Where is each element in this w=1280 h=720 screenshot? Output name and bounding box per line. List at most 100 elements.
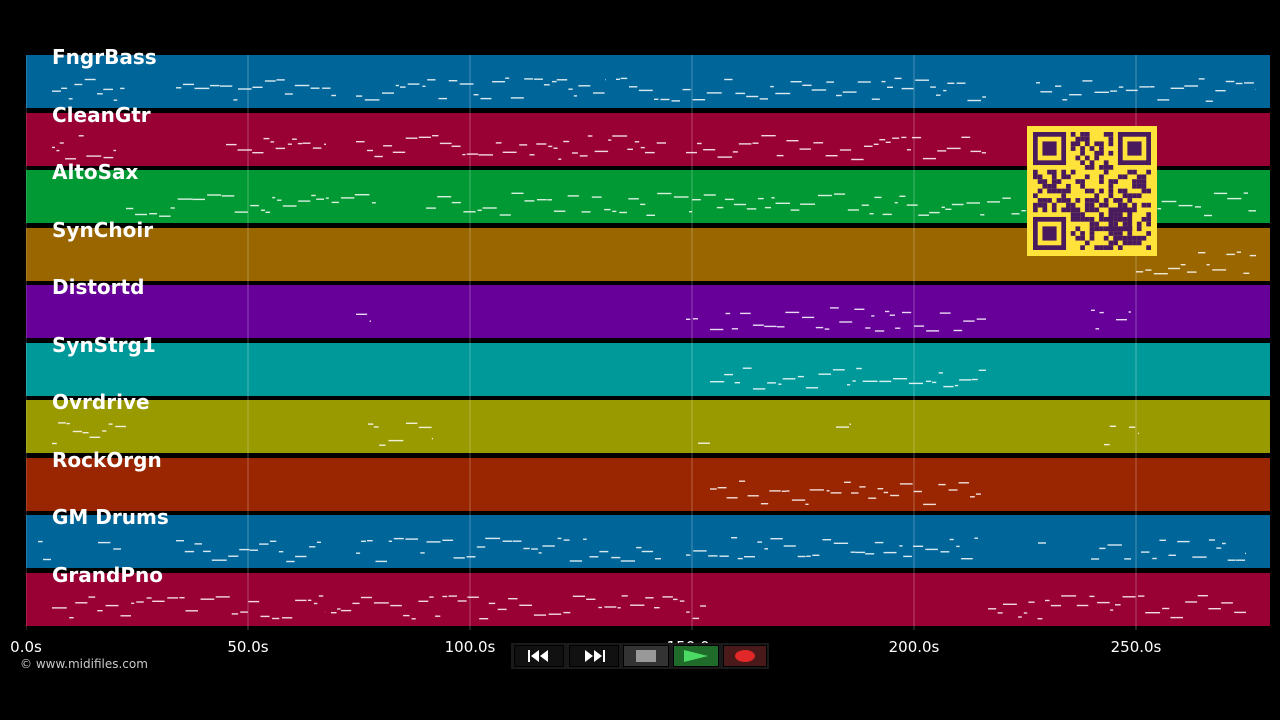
qr-module — [1066, 188, 1071, 194]
midi-note — [692, 199, 701, 201]
midi-note — [832, 368, 845, 370]
midi-note — [239, 548, 250, 551]
midi-note — [716, 206, 724, 209]
midi-note — [783, 545, 796, 547]
qr-module — [1127, 141, 1142, 156]
qr-module — [1108, 165, 1114, 170]
midi-note — [105, 604, 119, 606]
midi-note — [646, 214, 655, 216]
midi-note — [1221, 601, 1233, 604]
midi-note — [629, 86, 638, 88]
midi-note — [374, 155, 383, 157]
qr-module — [1066, 183, 1071, 189]
midi-note — [817, 194, 832, 197]
midi-note — [1069, 94, 1082, 96]
midi-note — [657, 192, 672, 195]
fast-forward-button[interactable] — [569, 645, 619, 667]
midi-note — [874, 196, 882, 199]
qr-module — [1108, 132, 1114, 137]
qr-module — [1089, 146, 1095, 151]
midi-note — [316, 541, 321, 543]
midi-note — [435, 615, 441, 617]
midi-note — [671, 100, 680, 102]
midi-note — [1206, 263, 1210, 265]
midi-note — [221, 195, 235, 197]
midi-note — [734, 381, 740, 383]
midi-note — [824, 328, 830, 330]
midi-note — [578, 85, 591, 87]
qr-module — [1075, 198, 1081, 203]
midi-note — [1198, 78, 1205, 80]
midi-note — [1003, 603, 1017, 605]
qr-module — [1099, 141, 1104, 147]
midi-note — [533, 613, 547, 616]
stop-button[interactable] — [623, 645, 669, 667]
midi-note — [724, 78, 733, 81]
midi-note — [84, 78, 96, 81]
qr-module — [1146, 216, 1151, 222]
midi-note — [553, 147, 558, 149]
midi-note — [403, 614, 410, 616]
qr-module — [1089, 207, 1095, 213]
midi-note — [1091, 558, 1100, 560]
midi-note — [108, 423, 113, 425]
midi-note — [200, 598, 215, 600]
midi-note — [115, 425, 126, 428]
midi-note — [926, 330, 940, 332]
qr-module — [1127, 231, 1133, 236]
midi-note — [710, 487, 717, 490]
midi-note — [769, 489, 781, 492]
qr-module — [1136, 240, 1142, 246]
midi-note — [38, 540, 43, 543]
midi-note — [502, 151, 517, 153]
midi-note — [947, 82, 955, 84]
play-button[interactable] — [673, 645, 719, 667]
midi-note — [524, 200, 535, 202]
midi-note — [340, 197, 355, 199]
midi-note — [1062, 99, 1068, 101]
midi-note — [785, 311, 800, 314]
time-label: 0.0s — [10, 638, 42, 656]
qr-module — [1080, 235, 1085, 241]
midi-note — [682, 88, 691, 91]
midi-note — [971, 378, 978, 380]
midi-note — [982, 96, 986, 98]
midi-note — [1234, 611, 1246, 613]
midi-note — [752, 142, 759, 144]
midi-note — [662, 595, 673, 598]
qr-module — [1108, 193, 1114, 199]
midi-note — [724, 198, 734, 201]
midi-note — [956, 82, 966, 84]
midi-note — [340, 609, 352, 611]
midi-note — [102, 430, 107, 432]
midi-note — [182, 83, 194, 86]
qr-module — [1103, 169, 1109, 175]
midi-note — [167, 596, 179, 599]
qr-module — [1084, 216, 1090, 222]
qr-module — [1075, 141, 1081, 147]
qr-module — [1099, 146, 1104, 151]
midi-note — [52, 90, 61, 92]
midi-note — [388, 540, 392, 542]
midi-note — [738, 142, 752, 145]
midi-note — [871, 315, 875, 317]
midi-note — [392, 151, 406, 153]
midi-note — [318, 594, 324, 597]
qr-module — [1070, 216, 1076, 222]
midi-note — [732, 150, 738, 153]
record-button[interactable] — [723, 645, 767, 667]
midi-note — [731, 537, 738, 539]
midi-note — [264, 80, 276, 82]
midi-note — [488, 602, 496, 604]
midi-note — [869, 213, 874, 215]
midi-note — [492, 81, 506, 83]
midi-note — [282, 205, 297, 207]
midi-note — [259, 543, 269, 545]
midi-note — [379, 444, 386, 446]
qr-module — [1136, 193, 1142, 199]
rewind-button[interactable] — [514, 645, 564, 667]
midi-note — [451, 145, 461, 147]
qr-module — [1141, 183, 1147, 189]
midi-note — [759, 98, 768, 100]
midi-note — [170, 207, 175, 209]
